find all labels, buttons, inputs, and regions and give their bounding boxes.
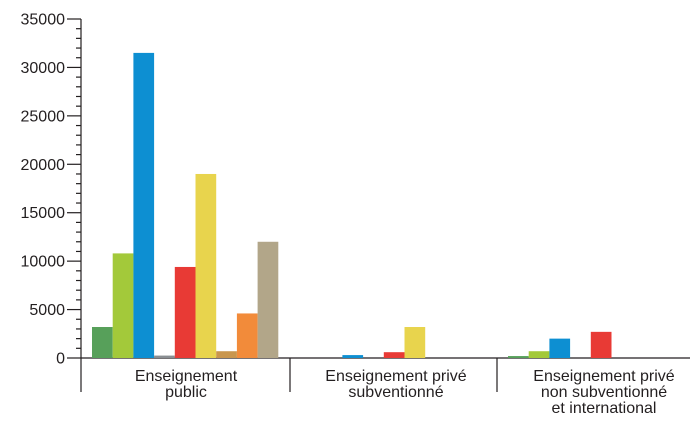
bar bbox=[342, 355, 364, 358]
bar bbox=[92, 327, 113, 358]
y-tick-label: 10000 bbox=[21, 254, 66, 271]
bar bbox=[528, 351, 550, 358]
bar bbox=[549, 338, 571, 358]
bar bbox=[195, 173, 217, 358]
y-tick-label: 20000 bbox=[21, 157, 66, 174]
x-category-label: Enseignement privé non subventionné et int… bbox=[533, 368, 675, 417]
y-tick-label: 15000 bbox=[21, 205, 66, 222]
x-category-label: Enseignement public bbox=[135, 368, 238, 401]
bars bbox=[92, 52, 612, 359]
bar bbox=[404, 327, 426, 358]
bar bbox=[383, 352, 405, 358]
bar bbox=[590, 331, 612, 358]
bar bbox=[133, 52, 155, 359]
y-tick-label: 35000 bbox=[21, 12, 66, 29]
y-tick-label: 5000 bbox=[29, 302, 65, 319]
y-tick-label: 25000 bbox=[21, 108, 66, 125]
bar bbox=[508, 356, 529, 358]
bar bbox=[174, 266, 196, 358]
bar bbox=[216, 351, 237, 358]
x-axis: Enseignement public Enseignement privé subv… bbox=[80, 357, 690, 417]
y-tick-label: 0 bbox=[56, 351, 65, 368]
y-tick-label: 30000 bbox=[21, 60, 66, 77]
y-axis: 0 5000 10000 15000 20000 25000 30000 35000 bbox=[21, 12, 82, 368]
bar bbox=[257, 241, 279, 358]
bar bbox=[236, 313, 258, 358]
x-category-label: Enseignement privé subventionné bbox=[325, 368, 467, 401]
bar bbox=[112, 253, 134, 358]
bar bbox=[154, 355, 175, 358]
